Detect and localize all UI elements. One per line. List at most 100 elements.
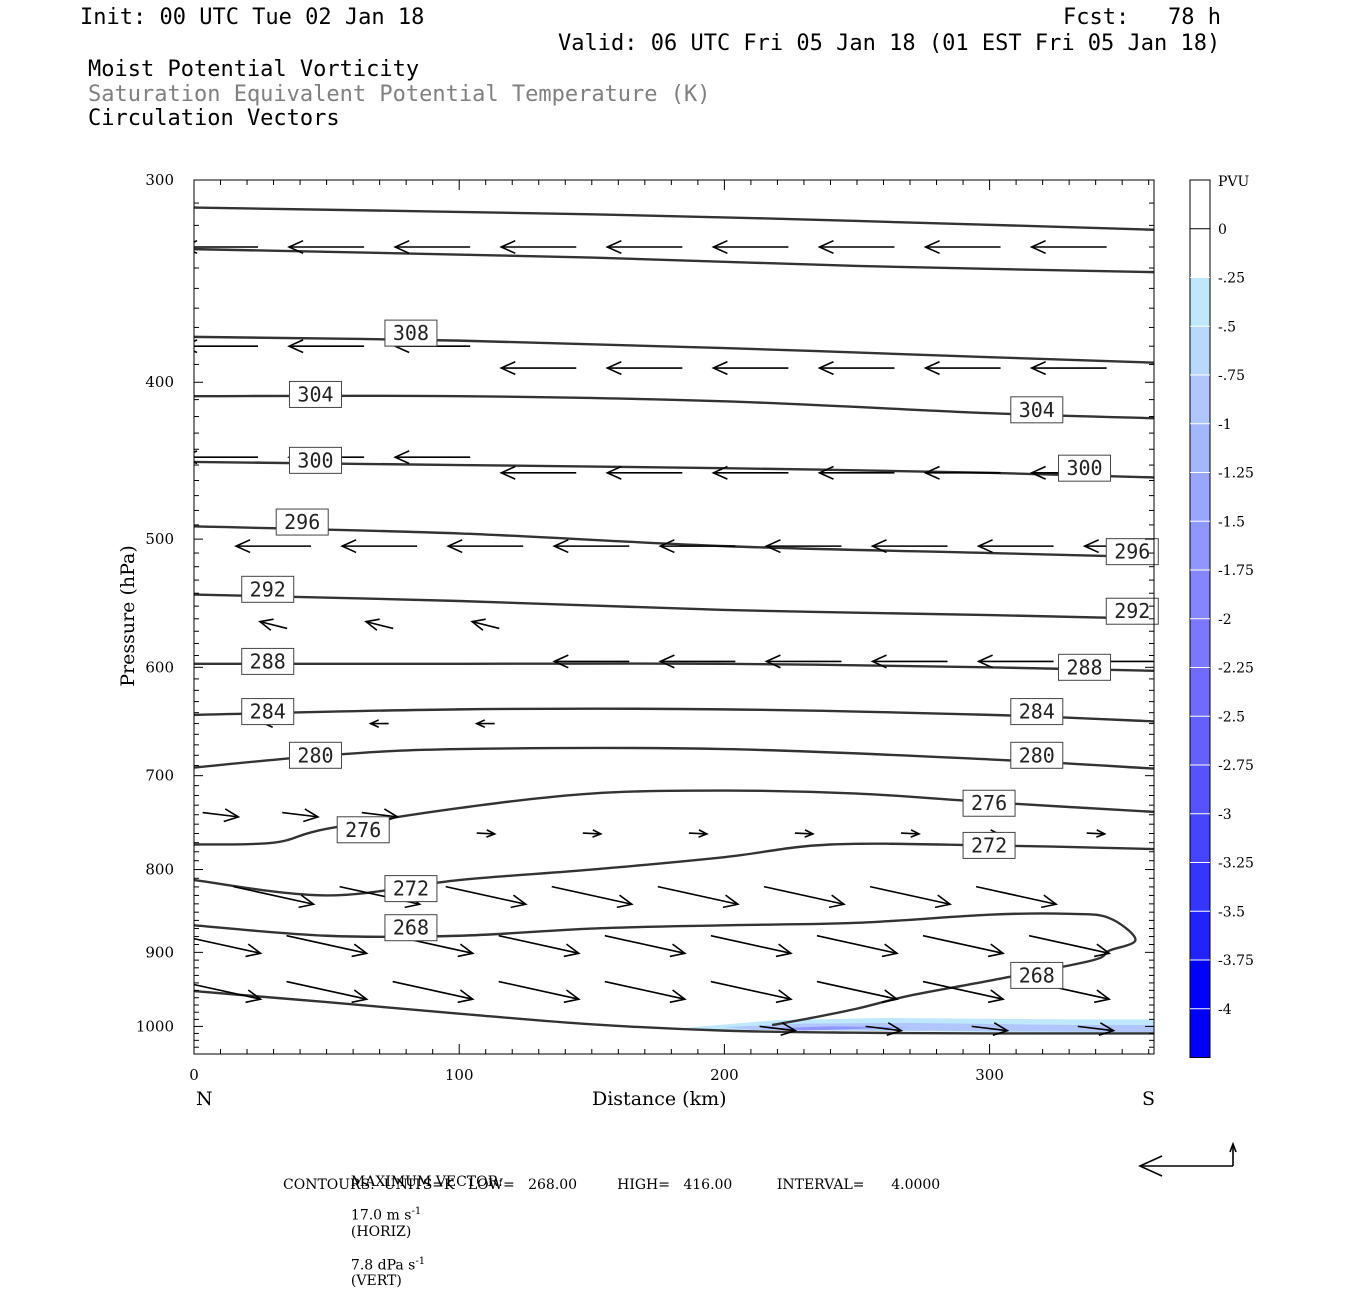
colorbar-swatch	[1190, 228, 1210, 278]
vector-head	[992, 1022, 1010, 1037]
colorbar-tick-label: -3.25	[1218, 856, 1254, 872]
colorbar-tick-label: -3.5	[1218, 904, 1245, 920]
vector-head	[470, 618, 486, 631]
vector-head	[592, 829, 603, 838]
circulation-vector	[202, 808, 241, 823]
vector-shaft	[816, 934, 898, 955]
circulation-vector	[923, 465, 1001, 480]
colorbar-tick-label: -4	[1218, 1002, 1232, 1018]
forecast-hours: 78 h	[1168, 5, 1221, 30]
vector-head	[605, 361, 622, 376]
colorbar-tick-label: -2	[1218, 612, 1232, 628]
contour-label-276: 276	[336, 816, 390, 844]
contour-label-304: 304	[288, 380, 342, 408]
circulation-vector	[870, 539, 948, 554]
x-tick-label: 300	[975, 1066, 1004, 1084]
contour-268	[194, 912, 1137, 1027]
vector-head	[817, 465, 834, 480]
vector-shaft	[286, 934, 367, 955]
circulation-vector	[922, 980, 1006, 1004]
circulation-vector	[194, 450, 259, 465]
y-tick-label: 900	[145, 943, 174, 961]
vector-head	[234, 539, 251, 554]
contour-label-text: 280	[297, 743, 333, 767]
max-vector-vert-tag: (VERT)	[350, 1273, 402, 1289]
contour-label-308: 308	[384, 319, 438, 347]
contour-labels-layer: 308 304 304 300 300 296 296 292 292 288 288 284 284 2…	[241, 319, 1159, 989]
vector-head	[457, 943, 475, 958]
y-tick-label: 600	[145, 658, 174, 676]
circulation-vector	[552, 654, 630, 669]
circulation-vector	[287, 339, 365, 354]
contour-label-box	[1105, 538, 1159, 566]
vector-head	[552, 539, 569, 554]
colorbar-tick-label: -1.25	[1218, 466, 1254, 482]
circulation-vector	[582, 829, 603, 838]
vector-shaft	[975, 885, 1057, 906]
contour-label-268: 268	[1010, 961, 1064, 989]
vector-head	[870, 654, 887, 669]
circulation-vector	[446, 539, 524, 554]
colorbar-tick-label: -1	[1218, 417, 1232, 433]
circulation-vector	[764, 539, 842, 554]
y-tick-label: 1000	[136, 1017, 174, 1035]
vector-head	[1029, 465, 1046, 480]
circulation-vector	[976, 539, 1054, 554]
circulation-vector	[922, 934, 1006, 958]
colorbar-tick-label: -2.75	[1218, 758, 1254, 774]
vector-head	[1093, 989, 1112, 1004]
circulation-vector	[286, 980, 369, 1004]
max-vector-label: MAXIMUM VECTOR:	[350, 1174, 503, 1190]
vector-head	[457, 989, 475, 1004]
circulation-vector	[1029, 239, 1107, 255]
circulation-vector	[817, 361, 895, 376]
contour-label-288: 288	[1058, 653, 1112, 681]
contour-label-box	[288, 446, 342, 474]
contour-label-268: 268	[384, 914, 438, 942]
axes-layer: 300 400 500 600 700 800 900 1000 0 100 200 300	[136, 171, 1154, 1084]
vector-head	[303, 808, 320, 823]
vector-shaft	[1028, 934, 1110, 955]
circulation-vector	[552, 539, 630, 554]
contour-label-box	[1105, 597, 1159, 625]
vector-head	[486, 829, 497, 838]
circulation-vector	[688, 829, 709, 838]
colorbar-swatch	[1190, 423, 1210, 473]
vector-shaft	[922, 934, 1004, 955]
y-tick-label: 500	[145, 530, 174, 548]
circulation-vector	[869, 885, 952, 909]
circulation-vector	[499, 361, 577, 376]
vector-shaft	[445, 885, 526, 906]
vector-head	[499, 239, 516, 255]
vector-shaft	[1086, 832, 1105, 835]
vector-shaft	[1077, 1025, 1114, 1032]
vector-head	[658, 654, 675, 669]
vector-head	[886, 1022, 904, 1037]
reference-vector-icon	[1138, 1141, 1237, 1177]
vector-head	[364, 618, 380, 631]
vector-head	[775, 989, 793, 1004]
circulation-vector	[340, 539, 418, 554]
contour-label-text: 296	[284, 510, 320, 534]
contour-label-box	[962, 831, 1016, 859]
vector-head	[780, 1022, 798, 1037]
circulation-vector	[258, 618, 288, 631]
vector-shaft	[900, 832, 920, 835]
colorbar-swatch	[1190, 472, 1210, 522]
vector-head	[552, 654, 569, 669]
colorbar-tick-label: -2.25	[1218, 661, 1254, 677]
vector-head	[1096, 829, 1107, 838]
vector-head	[258, 618, 274, 631]
contour-label-304: 304	[1010, 396, 1064, 424]
vector-head	[616, 894, 634, 909]
circulation-vector	[817, 239, 895, 255]
vector-shaft	[202, 811, 239, 818]
vector-head	[658, 539, 675, 554]
vector-head	[351, 943, 369, 958]
vector-head	[287, 339, 304, 354]
field-mpv-title: Moist Potential Vorticity	[88, 57, 420, 82]
contour-316	[194, 206, 1154, 231]
colorbar-swatch	[1190, 667, 1210, 717]
colorbar-tick-label: -3.75	[1218, 953, 1254, 969]
cross-section-chart: 308 304 304 300 300 296 296 292 292 288 288 284 284 2…	[136, 171, 1254, 1177]
